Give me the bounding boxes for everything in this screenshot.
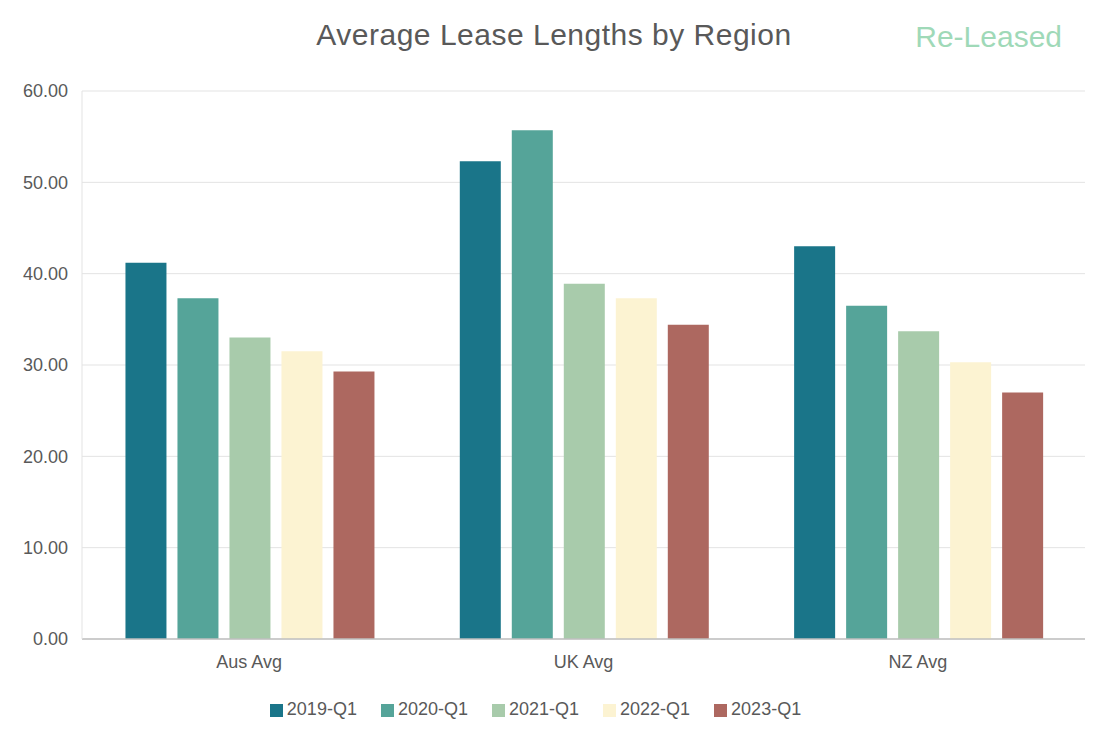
svg-text:30.00: 30.00: [23, 355, 68, 375]
html-text:Average Lease Lengths by Regio: Average Lease Lengths by Region: [316, 18, 792, 51]
svg-text:40.00: 40.00: [23, 264, 68, 284]
svg-text:60.00: 60.00: [23, 81, 68, 101]
html-text:2019-Q1: 2019-Q1: [286, 699, 357, 719]
svg-text:50.00: 50.00: [23, 173, 68, 193]
svg-text:NZ Avg: NZ Avg: [888, 652, 947, 672]
html-text:2022-Q1: 2022-Q1: [620, 699, 691, 719]
svg-text:20.00: 20.00: [23, 447, 68, 467]
svg-text:Aus Avg: Aus Avg: [216, 652, 282, 672]
html-text:Re-Leased: Re-Leased: [915, 20, 1062, 53]
svg-text:0.00: 0.00: [33, 629, 68, 649]
html-text:2021-Q1: 2021-Q1: [509, 699, 579, 719]
html-text:2023-Q1: 2023-Q1: [731, 699, 802, 719]
svg-text:UK Avg: UK Avg: [554, 652, 614, 672]
html-text:2020-Q1: 2020-Q1: [397, 699, 468, 719]
svg-text:10.00: 10.00: [23, 538, 68, 558]
